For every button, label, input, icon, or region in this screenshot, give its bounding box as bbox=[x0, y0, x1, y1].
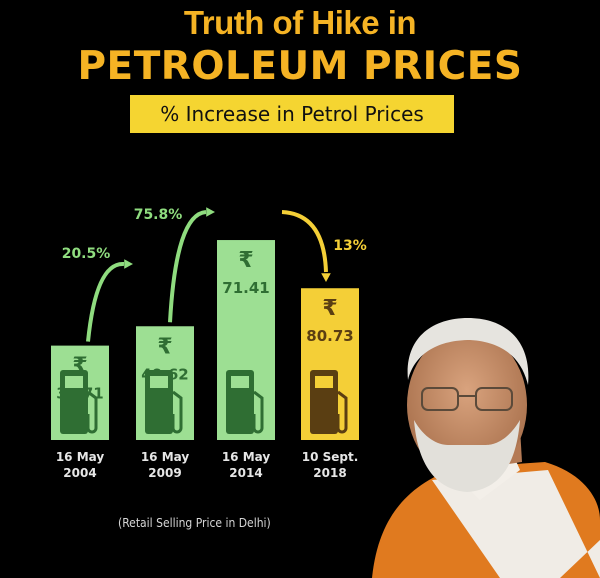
category-label: 2009 bbox=[148, 466, 181, 480]
fuel-pump-window bbox=[231, 376, 249, 388]
fuel-pump-hose bbox=[336, 390, 348, 434]
fuel-pump-hose bbox=[86, 390, 98, 434]
value-label: 80.73 bbox=[306, 327, 353, 345]
subtitle-box: % Increase in Petrol Prices bbox=[130, 95, 454, 133]
category-label: 16 May bbox=[222, 450, 271, 464]
fuel-pump-hose bbox=[171, 390, 183, 434]
glasses-shape bbox=[421, 387, 513, 411]
title-line-1: Truth of Hike in bbox=[183, 4, 417, 41]
category-label: 16 May bbox=[56, 450, 105, 464]
category-label: 16 May bbox=[141, 450, 190, 464]
category-label: 2014 bbox=[229, 466, 262, 480]
increase-arrow bbox=[281, 210, 328, 273]
increase-arrow bbox=[168, 210, 207, 323]
fuel-pump-window bbox=[65, 376, 83, 388]
subtitle-text: % Increase in Petrol Prices bbox=[160, 102, 424, 126]
increase-arrowhead bbox=[206, 207, 215, 217]
increase-arrowhead bbox=[321, 273, 331, 282]
hair-shape bbox=[407, 318, 529, 385]
rupee-symbol: ₹ bbox=[238, 248, 253, 273]
category-label: 2004 bbox=[63, 466, 96, 480]
shirt-shape bbox=[432, 470, 600, 578]
rupee-symbol: ₹ bbox=[322, 296, 337, 321]
value-label: 71.41 bbox=[222, 279, 269, 297]
increase-arrowhead bbox=[124, 259, 133, 269]
increase-label: 20.5% bbox=[62, 246, 111, 262]
fuel-pump-hose bbox=[252, 390, 264, 434]
increase-label: 75.8% bbox=[134, 207, 183, 223]
title-line-2: PETROLEUM PRICES bbox=[77, 44, 523, 89]
increase-label: 13% bbox=[333, 238, 367, 254]
category-label: 2018 bbox=[313, 466, 346, 480]
category-label: 10 Sept. bbox=[302, 450, 359, 464]
fuel-pump-window bbox=[150, 376, 168, 388]
beard-shape bbox=[414, 420, 520, 492]
face-shape bbox=[407, 331, 527, 479]
increase-arrow bbox=[86, 262, 125, 342]
rupee-symbol: ₹ bbox=[157, 334, 172, 359]
fuel-pump-window bbox=[315, 376, 333, 388]
footnote: (Retail Selling Price in Delhi) bbox=[118, 516, 271, 530]
